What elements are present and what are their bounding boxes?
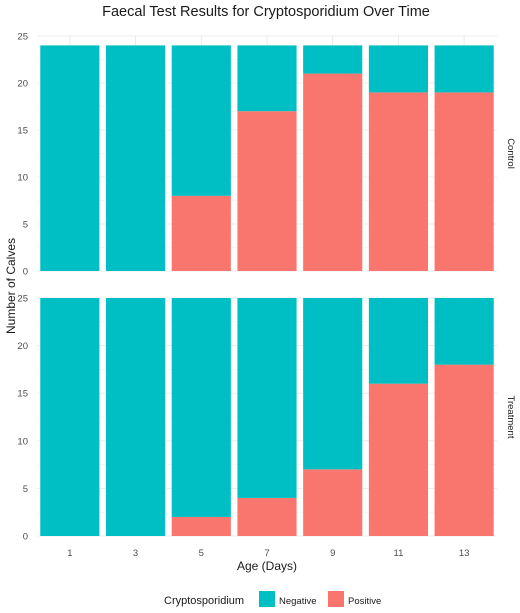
x-tick-label: 7	[264, 548, 269, 559]
bar-positive-control-day-9	[303, 73, 363, 271]
bar-negative-control-day-7	[237, 45, 297, 112]
panel-control: 0 5 10 15 20 25 Control	[17, 32, 516, 278]
x-tick-label: 1	[67, 548, 72, 559]
bar-negative-treatment-day-9	[303, 298, 363, 470]
y-tick-label: 15	[17, 126, 28, 137]
bar-positive-control-day-13	[434, 92, 494, 272]
bar-negative-treatment-day-5	[171, 298, 231, 517]
legend-key-negative	[259, 591, 275, 607]
bar-positive-treatment-day-7	[237, 497, 297, 536]
y-tick-label: 10	[17, 173, 28, 184]
bar-positive-control-day-11	[368, 92, 428, 272]
bar-negative-control-day-11	[368, 45, 428, 93]
x-tick-label: 13	[459, 548, 470, 559]
bar-negative-control-day-1	[40, 45, 100, 272]
bar-positive-treatment-day-9	[303, 469, 363, 536]
x-tick-label: 5	[199, 548, 204, 559]
bar-negative-control-day-13	[434, 45, 494, 93]
bar-negative-control-day-5	[171, 45, 231, 196]
chart-title: Faecal Test Results for Cryptosporidium …	[102, 4, 430, 20]
y-tick-label: 15	[17, 389, 28, 400]
facet-strip-label: Control	[505, 138, 516, 169]
bar-negative-control-day-3	[106, 45, 166, 272]
panel-treatment: 0 5 10 15 20 25 Treatment	[17, 294, 516, 543]
y-tick-label: 20	[17, 341, 28, 352]
x-axis-ticks: 1 3 5 7 9 11 13	[67, 548, 469, 559]
bar-negative-treatment-day-1	[40, 298, 100, 536]
y-tick-label: 0	[23, 267, 28, 278]
legend: Cryptosporidium Negative Positive	[164, 591, 381, 607]
y-tick-label: 5	[23, 484, 28, 495]
legend-key-positive	[328, 591, 344, 607]
bar-negative-treatment-day-11	[368, 298, 428, 384]
bar-positive-control-day-5	[171, 195, 231, 271]
x-tick-label: 9	[330, 548, 335, 559]
bar-negative-control-day-9	[303, 45, 363, 74]
legend-title: Cryptosporidium	[164, 595, 244, 607]
bar-positive-treatment-day-5	[171, 516, 231, 536]
y-tick-label: 25	[17, 294, 28, 305]
y-tick-label: 25	[17, 32, 28, 43]
bar-negative-treatment-day-7	[237, 298, 297, 498]
y-tick-label: 0	[23, 532, 28, 543]
x-tick-label: 3	[133, 548, 138, 559]
bar-positive-control-day-7	[237, 111, 297, 271]
y-tick-label: 10	[17, 436, 28, 447]
bar-negative-treatment-day-3	[106, 298, 166, 536]
x-axis-label: Age (Days)	[237, 559, 297, 573]
legend-label-negative: Negative	[279, 596, 317, 607]
bar-negative-treatment-day-13	[434, 298, 494, 365]
bar-positive-treatment-day-13	[434, 364, 494, 536]
y-tick-label: 20	[17, 79, 28, 90]
bar-positive-treatment-day-11	[368, 383, 428, 536]
facet-strip-label: Treatment	[505, 396, 516, 439]
x-tick-label: 11	[393, 548, 403, 559]
y-tick-label: 5	[23, 220, 28, 231]
y-axis-label: Number of Calves	[4, 238, 18, 334]
legend-label-positive: Positive	[348, 596, 381, 607]
